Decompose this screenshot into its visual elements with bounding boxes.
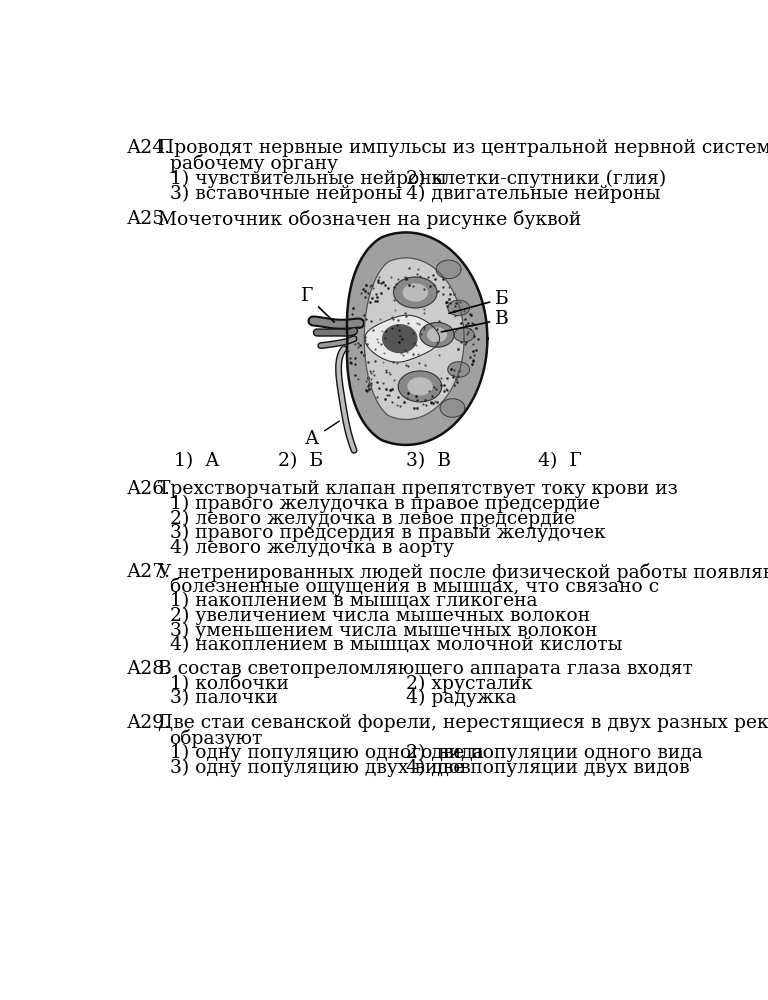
Polygon shape — [408, 378, 432, 395]
Text: А25.: А25. — [127, 210, 171, 228]
Polygon shape — [364, 258, 464, 420]
Text: У нетренированных людей после физической работы появляются: У нетренированных людей после физической… — [158, 563, 768, 582]
Text: 1)  А: 1) А — [174, 452, 219, 470]
Text: В состав светопреломляющего аппарата глаза входят: В состав светопреломляющего аппарата гла… — [158, 660, 693, 678]
Text: образуют: образуют — [170, 729, 263, 748]
Polygon shape — [394, 277, 437, 308]
Polygon shape — [365, 315, 439, 362]
Text: 2) левого желудочка в левое предсердие: 2) левого желудочка в левое предсердие — [170, 510, 574, 528]
Text: 4) радужка: 4) радужка — [406, 689, 517, 707]
Text: 3) уменьшением числа мышечных волокон: 3) уменьшением числа мышечных волокон — [170, 621, 597, 640]
Text: А27.: А27. — [127, 563, 171, 581]
Polygon shape — [440, 399, 465, 417]
Text: Проводят нервные импульсы из центральной нервной системы к: Проводят нервные импульсы из центральной… — [158, 139, 768, 157]
Text: Б: Б — [449, 290, 509, 313]
Polygon shape — [448, 300, 469, 316]
Polygon shape — [382, 325, 417, 353]
Text: 2) хрусталик: 2) хрусталик — [406, 674, 533, 693]
Text: 4) левого желудочка в аорту: 4) левого желудочка в аорту — [170, 539, 454, 557]
Text: 3) вставочные нейроны: 3) вставочные нейроны — [170, 185, 402, 203]
Text: 2) клетки-спутники (глия): 2) клетки-спутники (глия) — [406, 170, 667, 188]
Text: рабочему органу: рабочему органу — [170, 154, 338, 173]
Text: 3) одну популяцию двух видов: 3) одну популяцию двух видов — [170, 758, 470, 777]
Text: 4) две популяции двух видов: 4) две популяции двух видов — [406, 758, 690, 777]
Text: 4) двигательные нейроны: 4) двигательные нейроны — [406, 185, 660, 203]
Polygon shape — [454, 328, 474, 342]
Text: В: В — [442, 310, 509, 332]
Text: 1) чувствительные нейроны: 1) чувствительные нейроны — [170, 170, 446, 188]
Text: 2) две популяции одного вида: 2) две популяции одного вида — [406, 744, 703, 762]
Text: 1) накоплением в мышцах гликогена: 1) накоплением в мышцах гликогена — [170, 592, 537, 610]
Text: 1) одну популяцию одного вида: 1) одну популяцию одного вида — [170, 744, 483, 762]
Text: 4)  Г: 4) Г — [538, 452, 581, 470]
Polygon shape — [428, 328, 446, 342]
Polygon shape — [399, 371, 442, 402]
Polygon shape — [436, 260, 461, 279]
Text: А: А — [305, 421, 339, 448]
Text: 2)  Б: 2) Б — [278, 452, 323, 470]
Polygon shape — [448, 362, 469, 377]
Text: болезненные ощущения в мышцах, что связано с: болезненные ощущения в мышцах, что связа… — [170, 577, 659, 596]
Polygon shape — [347, 232, 488, 445]
Text: 4) накоплением в мышцах молочной кислоты: 4) накоплением в мышцах молочной кислоты — [170, 636, 622, 654]
Polygon shape — [403, 284, 427, 301]
Text: Г: Г — [301, 287, 334, 322]
Text: А28.: А28. — [127, 660, 171, 678]
Text: 1) колбочки: 1) колбочки — [170, 674, 289, 692]
Text: Трехстворчатый клапан препятствует току крови из: Трехстворчатый клапан препятствует току … — [158, 480, 677, 498]
Text: 3) правого предсердия в правый желудочек: 3) правого предсердия в правый желудочек — [170, 524, 605, 542]
Text: 3)  В: 3) В — [406, 452, 451, 470]
Text: 1) правого желудочка в правое предсердие: 1) правого желудочка в правое предсердие — [170, 495, 600, 513]
Polygon shape — [420, 323, 454, 347]
Text: А26.: А26. — [127, 480, 171, 498]
Text: 2) увеличением числа мышечных волокон: 2) увеличением числа мышечных волокон — [170, 607, 590, 625]
Text: А29.: А29. — [127, 714, 171, 732]
Text: Мочеточник обозначен на рисунке буквой: Мочеточник обозначен на рисунке буквой — [158, 210, 581, 229]
Text: Две стаи севанской форели, нерестящиеся в двух разных реках,: Две стаи севанской форели, нерестящиеся … — [158, 714, 768, 732]
Text: А24.: А24. — [127, 139, 171, 157]
Text: 3) палочки: 3) палочки — [170, 689, 278, 707]
